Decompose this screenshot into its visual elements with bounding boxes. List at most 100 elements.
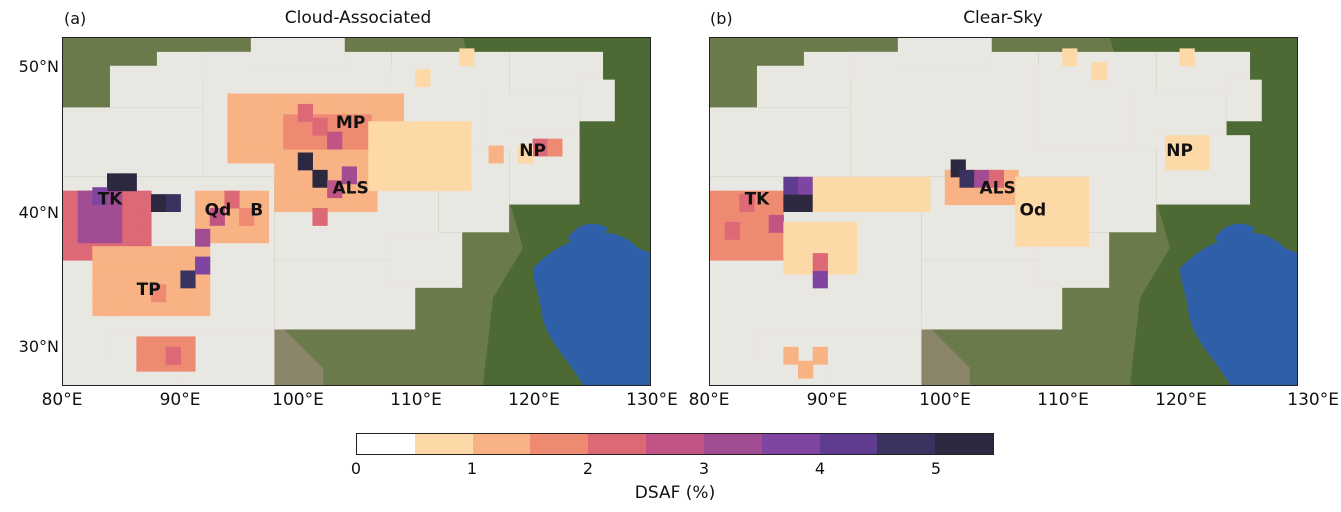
dsaf-cell <box>739 225 755 244</box>
dsaf-cell <box>107 280 123 299</box>
lon-label-b-90e: 90°E <box>806 390 848 410</box>
dsaf-cell <box>368 173 384 192</box>
colorbar-segment <box>646 434 704 454</box>
dsaf-cell <box>274 176 290 195</box>
dsaf-cell <box>856 176 872 195</box>
overlay-cell <box>921 260 1063 330</box>
dsaf-cell <box>412 138 428 157</box>
dsaf-cell <box>1059 194 1075 212</box>
dsaf-cell <box>812 253 828 271</box>
dsaf-cell <box>256 93 272 112</box>
region-label-tk: TK <box>745 190 771 210</box>
colorbar-segment <box>472 434 531 454</box>
dsaf-cell <box>315 145 331 164</box>
dsaf-cell <box>724 208 740 226</box>
dsaf-cell <box>1015 228 1031 247</box>
dsaf-cell <box>783 221 799 240</box>
dsaf-cell <box>368 155 384 174</box>
dsaf-cell <box>180 246 196 265</box>
dsaf-cell <box>227 110 243 129</box>
dsaf-cell <box>136 190 152 209</box>
dsaf-cell <box>121 173 137 192</box>
bohai-sea <box>568 223 608 246</box>
dsaf-cell <box>915 194 931 212</box>
dsaf-cell <box>1091 62 1107 81</box>
dsaf-cells <box>710 48 1210 379</box>
dsaf-cell <box>195 190 211 209</box>
dsaf-cell <box>195 256 211 275</box>
dsaf-cell <box>842 239 858 258</box>
dsaf-cell <box>327 131 343 150</box>
dsaf-cell <box>151 284 167 303</box>
dsaf-cell <box>151 194 167 212</box>
dsaf-cell <box>724 190 740 209</box>
sea-area <box>1180 232 1297 385</box>
dsaf-cell <box>382 155 399 174</box>
dsaf-cell <box>347 194 363 212</box>
dsaf-cell <box>754 208 770 226</box>
dsaf-cell <box>333 194 349 212</box>
dsaf-cell <box>456 155 472 174</box>
dsaf-cell <box>312 169 328 188</box>
dsaf-cell <box>1015 176 1031 195</box>
dsaf-cell <box>297 152 313 171</box>
dsaf-cell <box>710 208 726 226</box>
lon-label-b-100e: 100°E <box>919 390 971 410</box>
dsaf-cell <box>812 346 828 365</box>
dsaf-cell <box>397 155 413 174</box>
region-label-b: B <box>250 201 263 221</box>
panel-a-map: MP NP TK Qd B ALS TP <box>62 37 651 386</box>
dsaf-cell <box>1044 194 1060 212</box>
dsaf-cell <box>92 280 108 299</box>
dsaf-cell <box>812 194 828 212</box>
dsaf-cell <box>842 176 858 195</box>
region-label-als: ALS <box>333 178 369 198</box>
sea-area <box>533 232 650 385</box>
colorbar-tick-3: 3 <box>698 459 710 478</box>
dsaf-cell <box>754 190 770 209</box>
dsaf-cell <box>195 208 211 226</box>
dsaf-cell <box>136 225 152 244</box>
dsaf-cell <box>274 159 290 178</box>
dsaf-cell <box>136 246 152 265</box>
bohai-sea <box>1215 223 1255 246</box>
dsaf-cell <box>1179 48 1195 67</box>
dsaf-cell <box>253 190 269 209</box>
dsaf-cell <box>92 263 108 282</box>
dsaf-cell <box>827 194 843 212</box>
lon-label-a-110e: 110°E <box>390 390 442 410</box>
dsaf-cell <box>426 155 443 174</box>
dsaf-cell <box>827 256 843 275</box>
dsaf-cell <box>1164 135 1181 154</box>
dsaf-cell <box>224 225 240 244</box>
dsaf-cell <box>856 194 872 212</box>
dsaf-cell <box>92 225 108 244</box>
dsaf-cell <box>165 280 181 299</box>
dsaf-cell <box>710 190 726 209</box>
dsaf-cell <box>121 225 137 244</box>
dsaf-cell <box>107 263 123 282</box>
dsaf-cell <box>456 173 472 192</box>
dsaf-cell <box>136 336 152 355</box>
dsaf-cell <box>739 194 755 212</box>
overlay-cell <box>710 107 851 177</box>
dsaf-cell <box>783 176 799 195</box>
dsaf-cell <box>547 138 563 157</box>
dsaf-cell <box>136 208 152 226</box>
colorbar-segment <box>819 434 878 454</box>
dsaf-cell <box>397 173 413 192</box>
overlay-cell <box>250 38 345 66</box>
dsaf-cell <box>441 173 457 192</box>
region-label-tk: TK <box>98 190 124 210</box>
dsaf-cell <box>151 246 167 265</box>
dsaf-cell <box>195 298 211 317</box>
dsaf-cell <box>180 270 196 289</box>
dsaf-cell <box>151 336 167 355</box>
dsaf-cell <box>227 145 243 164</box>
dsaf-cell <box>256 145 272 164</box>
dsaf-cell <box>165 263 181 282</box>
dsaf-cell <box>1059 228 1075 247</box>
dsaf-cell <box>121 280 137 299</box>
dsaf-cell <box>344 145 360 164</box>
